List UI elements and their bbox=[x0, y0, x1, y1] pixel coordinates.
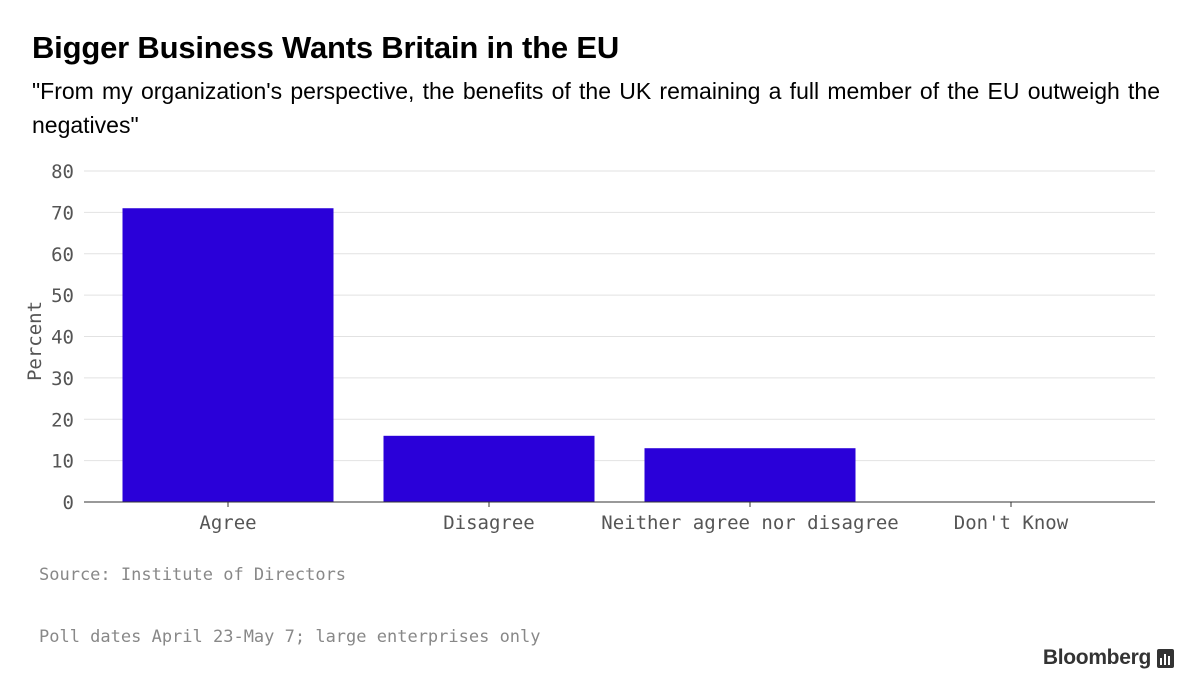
footnote: Poll dates April 23-May 7; large enterpr… bbox=[39, 627, 541, 647]
bars bbox=[122, 208, 856, 503]
x-axis-ticks: Agree Disagree Neither agree nor disagree D… bbox=[199, 502, 1069, 534]
chart-subtitle: "From my organization's perspective, the… bbox=[32, 78, 1160, 138]
y-tick-label: 40 bbox=[51, 327, 74, 349]
y-axis-label: Percent bbox=[24, 301, 46, 381]
y-tick-label: 0 bbox=[63, 492, 74, 514]
chart-title: Bigger Business Wants Britain in the EU bbox=[32, 30, 620, 65]
x-tick-label: Disagree bbox=[443, 512, 535, 534]
brand-logo: Bloomberg bbox=[1043, 646, 1174, 670]
y-tick-label: 70 bbox=[51, 202, 74, 224]
y-tick-label: 20 bbox=[51, 409, 74, 431]
bloomberg-chart-icon bbox=[1157, 648, 1174, 668]
y-tick-label: 60 bbox=[51, 244, 74, 266]
bar-neither-agree-nor-disagree bbox=[644, 448, 856, 502]
bar-disagree bbox=[383, 435, 595, 502]
y-tick-label: 80 bbox=[51, 161, 74, 183]
bar-agree bbox=[122, 208, 334, 503]
source-note: Source: Institute of Directors bbox=[39, 565, 347, 585]
y-tick-label: 30 bbox=[51, 368, 74, 390]
x-tick-label: Don't Know bbox=[954, 512, 1069, 534]
y-tick-label: 10 bbox=[51, 451, 74, 473]
brand-wordmark: Bloomberg bbox=[1042, 646, 1151, 669]
x-tick-label: Neither agree nor disagree bbox=[601, 512, 898, 534]
y-tick-label: 50 bbox=[51, 285, 74, 307]
y-axis-ticks: 0 10 20 30 40 50 60 70 80 bbox=[51, 161, 74, 514]
x-tick-label: Agree bbox=[199, 512, 256, 534]
